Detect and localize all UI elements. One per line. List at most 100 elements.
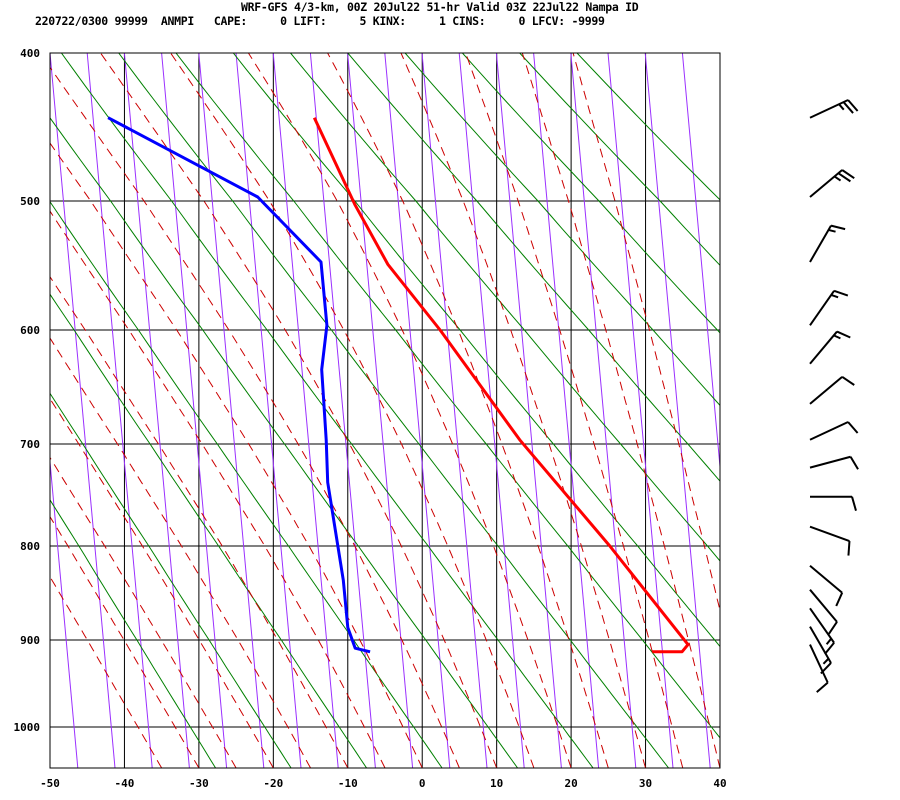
barb-full bbox=[830, 224, 846, 231]
barb-staff bbox=[809, 99, 849, 119]
mixing-ratio-line bbox=[570, 53, 637, 768]
mixing-ratio-line bbox=[384, 53, 451, 768]
moist-adiabat bbox=[50, 397, 274, 768]
barb-full bbox=[833, 289, 849, 297]
barb-half bbox=[822, 657, 830, 665]
barb-full bbox=[842, 101, 854, 114]
barb-staff bbox=[809, 376, 843, 405]
moist-adiabat bbox=[247, 53, 572, 768]
wind-barb bbox=[809, 607, 835, 655]
moist-adiabat bbox=[327, 53, 609, 768]
barb-full bbox=[816, 681, 829, 693]
mixing-ratio-line bbox=[495, 53, 562, 768]
dry-adiabat bbox=[232, 53, 720, 648]
dry-adiabat bbox=[347, 53, 720, 482]
barb-staff bbox=[809, 607, 835, 644]
mixing-ratio-line bbox=[0, 53, 41, 768]
barb-full bbox=[847, 99, 859, 112]
dry-adiabat bbox=[60, 53, 594, 768]
temperature-tick-label: 40 bbox=[713, 777, 726, 790]
wind-barb bbox=[809, 330, 851, 365]
temperature-tick-label: 10 bbox=[490, 777, 503, 790]
barb-full bbox=[847, 421, 859, 434]
mixing-ratio-line bbox=[198, 53, 265, 768]
mixing-ratio-line bbox=[533, 53, 600, 768]
temperature-tick-label: 30 bbox=[639, 777, 652, 790]
moist-adiabat bbox=[50, 515, 200, 768]
wind-barb bbox=[810, 495, 857, 511]
moist-adiabat bbox=[521, 53, 720, 768]
temperature-tick-label: -40 bbox=[115, 777, 135, 790]
moist-adiabat bbox=[50, 456, 237, 768]
temperature-trace bbox=[312, 117, 690, 654]
chart-title: WRF-GFS 4/3-km, 00Z 20Jul22 51-hr Valid … bbox=[241, 0, 639, 14]
mixing-ratio-line bbox=[86, 53, 153, 768]
mixing-ratio-line bbox=[644, 53, 711, 768]
wind-barb bbox=[809, 224, 846, 263]
wind-barb bbox=[809, 99, 859, 119]
barb-full bbox=[841, 376, 855, 386]
moist-adiabat bbox=[400, 53, 647, 768]
dry-adiabat bbox=[519, 53, 720, 267]
wind-barb bbox=[809, 455, 859, 470]
wind-barb bbox=[809, 169, 855, 198]
wind-barb bbox=[809, 564, 844, 607]
dry-adiabat bbox=[50, 117, 519, 768]
pressure-tick-label: 700 bbox=[20, 438, 40, 451]
moist-adiabat bbox=[50, 66, 460, 768]
wind-barb bbox=[809, 421, 859, 441]
barb-half bbox=[830, 294, 839, 299]
moist-adiabat bbox=[50, 275, 349, 768]
barb-full bbox=[849, 456, 859, 470]
wind-barb bbox=[809, 589, 838, 635]
dry-adiabat bbox=[404, 53, 720, 407]
moist-adiabat bbox=[169, 53, 535, 768]
barb-full bbox=[851, 496, 857, 511]
temperature-tick-label: -30 bbox=[189, 777, 209, 790]
mixing-ratio-line bbox=[347, 53, 414, 768]
dry-adiabat bbox=[461, 53, 720, 334]
mixing-ratio-line bbox=[50, 53, 116, 768]
dry-adiabat bbox=[576, 53, 720, 201]
mixing-ratio-line bbox=[421, 53, 488, 768]
barb-half bbox=[833, 175, 842, 182]
temperature-tick-label: 20 bbox=[564, 777, 577, 790]
mixing-ratio-line bbox=[458, 53, 525, 768]
wind-barb bbox=[809, 525, 851, 556]
barb-full bbox=[847, 540, 851, 556]
wind-barb bbox=[809, 289, 849, 326]
barb-staff bbox=[809, 290, 835, 326]
mixing-ratio-line bbox=[235, 53, 302, 768]
barb-staff bbox=[809, 421, 849, 441]
temperature-tick-label: 0 bbox=[419, 777, 426, 790]
pressure-tick-label: 500 bbox=[20, 195, 40, 208]
pressure-tick-label: 600 bbox=[20, 324, 40, 337]
barb-full bbox=[836, 330, 851, 339]
wind-barb bbox=[809, 376, 855, 405]
moist-adiabat bbox=[50, 210, 386, 768]
temperature-tick-label: -20 bbox=[263, 777, 283, 790]
dewpoint-trace bbox=[107, 116, 371, 654]
dry-adiabat bbox=[50, 293, 368, 768]
moist-adiabat bbox=[99, 53, 498, 768]
barb-staff bbox=[809, 455, 851, 469]
pressure-tick-label: 400 bbox=[20, 47, 40, 60]
barb-staff bbox=[809, 525, 850, 542]
dry-adiabat bbox=[175, 53, 720, 739]
moist-adiabat bbox=[50, 142, 423, 768]
mixing-ratio-line bbox=[607, 53, 674, 768]
temperature-tick-label: -50 bbox=[40, 777, 60, 790]
dry-adiabat bbox=[50, 392, 292, 768]
barb-staff bbox=[809, 169, 843, 198]
barb-full bbox=[837, 172, 851, 183]
barb-staff bbox=[809, 589, 838, 623]
dry-adiabat bbox=[50, 498, 217, 768]
barb-half bbox=[833, 334, 841, 340]
barb-half bbox=[838, 103, 845, 111]
plot-frame bbox=[49, 52, 721, 769]
barb-staff bbox=[809, 644, 829, 684]
barb-staff bbox=[809, 564, 843, 594]
temperature-tick-label: -10 bbox=[338, 777, 358, 790]
